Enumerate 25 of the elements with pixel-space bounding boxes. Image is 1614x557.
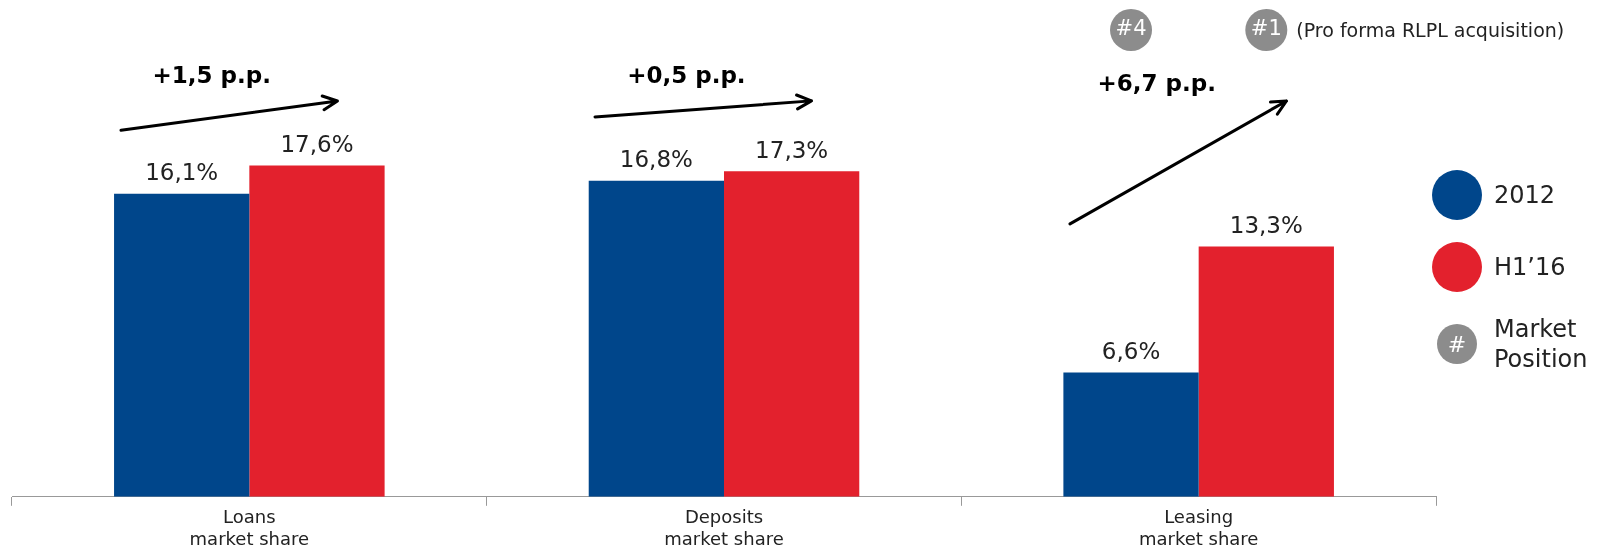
data-label: 17,6%	[280, 131, 354, 158]
data-label: 17,3%	[755, 136, 829, 163]
text: +0,5 p.p.	[627, 62, 746, 89]
bar	[588, 180, 724, 497]
data-label: 16,1%	[145, 159, 219, 186]
text: #1	[1250, 16, 1282, 41]
x-tick-label: Loans market share	[189, 506, 310, 549]
bar	[249, 165, 385, 497]
text: Market Position	[1494, 314, 1589, 374]
bar	[724, 171, 860, 497]
text: (Pro forma RLPL acquisition)	[1296, 18, 1565, 41]
bar	[114, 193, 250, 497]
legend-label: H1’16	[1494, 253, 1566, 281]
bar	[1063, 372, 1199, 497]
data-label: 16,8%	[619, 146, 693, 173]
hash-badge-icon: #	[1437, 324, 1477, 364]
text: +6,7 p.p.	[1097, 70, 1216, 97]
x-tick-label: Deposits market share	[664, 506, 784, 549]
x-tick-label: Leasing market share	[1138, 506, 1259, 549]
bar	[1198, 246, 1334, 497]
data-label: 6,6%	[1101, 338, 1161, 365]
text: #4	[1115, 16, 1147, 41]
text: +1,5 p.p.	[152, 62, 271, 89]
data-label: 13,3%	[1229, 211, 1303, 238]
legend-label: 2012	[1494, 181, 1556, 209]
